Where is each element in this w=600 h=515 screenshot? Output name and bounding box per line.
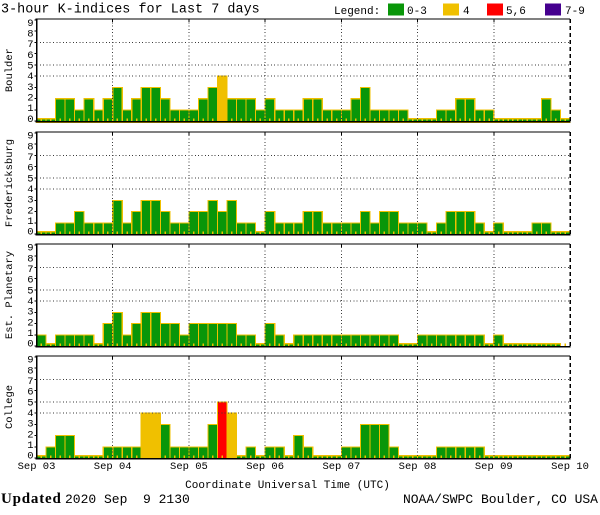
svg-text:4: 4 [27,71,33,83]
svg-text:Fredericksburg: Fredericksburg [4,139,16,227]
svg-text:2: 2 [27,317,33,329]
svg-text:College: College [4,385,16,429]
svg-text:1: 1 [27,328,33,340]
svg-text:2: 2 [27,92,33,104]
svg-text:6: 6 [27,163,33,175]
svg-text:6: 6 [27,387,33,399]
svg-text:4: 4 [27,296,33,308]
svg-text:5: 5 [27,60,33,72]
svg-text:NOAA/SWPC Boulder, CO USA: NOAA/SWPC Boulder, CO USA [403,492,598,507]
svg-text:Boulder: Boulder [4,48,16,92]
svg-text:3-hour K-indices for Last 7 da: 3-hour K-indices for Last 7 days [1,3,260,18]
svg-text:5: 5 [27,173,33,185]
svg-text:9: 9 [27,355,33,367]
svg-text:4: 4 [27,184,33,196]
svg-text:7: 7 [27,376,33,388]
svg-text:0-3: 0-3 [407,6,427,18]
svg-text:Updated: Updated [1,491,62,507]
svg-text:6: 6 [27,50,33,62]
svg-text:Sep 07: Sep 07 [322,461,360,473]
svg-text:Sep 08: Sep 08 [399,461,437,473]
svg-text:Sep 03: Sep 03 [18,461,56,473]
svg-text:Est. Planetary: Est. Planetary [4,251,16,339]
svg-text:1: 1 [27,103,33,115]
svg-text:6: 6 [27,275,33,287]
svg-text:8: 8 [27,253,33,265]
svg-text:7: 7 [27,152,33,164]
svg-text:3: 3 [27,419,33,431]
svg-text:3: 3 [27,307,33,319]
svg-text:Sep 06: Sep 06 [246,461,284,473]
svg-text:1: 1 [27,440,33,452]
svg-text:1: 1 [27,216,33,228]
svg-text:4: 4 [463,6,470,18]
svg-text:4: 4 [27,408,33,420]
svg-text:5: 5 [27,285,33,297]
svg-text:9: 9 [27,18,33,30]
svg-text:5: 5 [27,397,33,409]
svg-text:Coordinate Universal Time (UTC: Coordinate Universal Time (UTC) [185,480,390,492]
svg-text:0: 0 [27,339,33,351]
svg-text:0: 0 [27,227,33,239]
svg-text:Legend:: Legend: [334,6,380,18]
svg-text:Sep 05: Sep 05 [170,461,208,473]
svg-text:8: 8 [27,141,33,153]
svg-text:2: 2 [27,429,33,441]
svg-text:8: 8 [27,365,33,377]
svg-text:9: 9 [27,243,33,255]
svg-text:Sep 10: Sep 10 [551,461,589,473]
svg-text:Sep 09: Sep 09 [475,461,513,473]
svg-text:Sep 04: Sep 04 [94,461,132,473]
svg-text:9: 9 [27,131,33,143]
svg-text:8: 8 [27,28,33,40]
svg-text:7-9: 7-9 [565,6,585,18]
svg-text:7: 7 [27,39,33,51]
svg-text:0: 0 [27,451,33,463]
svg-text:0: 0 [27,114,33,126]
svg-text:3: 3 [27,195,33,207]
svg-text:2: 2 [27,205,33,217]
svg-text:3: 3 [27,82,33,94]
svg-text:7: 7 [27,264,33,276]
svg-text:5,6: 5,6 [506,6,526,18]
svg-text:2020 Sep 9 2130: 2020 Sep 9 2130 [65,492,190,507]
